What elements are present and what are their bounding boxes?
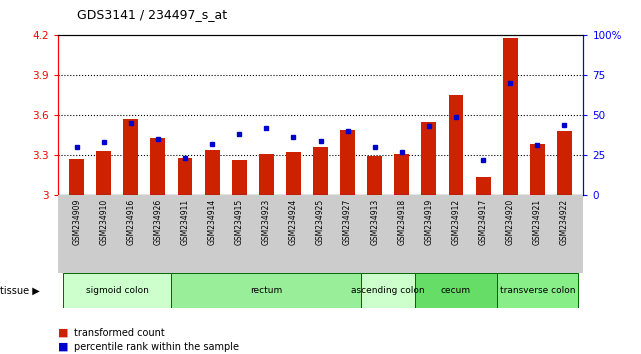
Bar bbox=[204, 149, 220, 195]
Text: GSM234912: GSM234912 bbox=[451, 199, 460, 245]
Bar bbox=[415, 273, 497, 308]
Text: GSM234921: GSM234921 bbox=[533, 199, 542, 245]
Text: GSM234914: GSM234914 bbox=[208, 199, 217, 245]
Bar bbox=[497, 273, 578, 308]
Text: GSM234910: GSM234910 bbox=[99, 199, 108, 245]
Text: GSM234913: GSM234913 bbox=[370, 199, 379, 245]
Text: tissue ▶: tissue ▶ bbox=[0, 285, 40, 295]
Bar bbox=[340, 130, 355, 195]
Text: GSM234925: GSM234925 bbox=[316, 199, 325, 245]
Bar bbox=[172, 273, 361, 308]
Bar bbox=[96, 151, 111, 195]
Text: GSM234923: GSM234923 bbox=[262, 199, 271, 245]
Text: GSM234922: GSM234922 bbox=[560, 199, 569, 245]
Bar bbox=[476, 177, 490, 195]
Text: GSM234916: GSM234916 bbox=[126, 199, 135, 245]
Text: transformed count: transformed count bbox=[74, 328, 165, 338]
Bar bbox=[313, 147, 328, 195]
Bar bbox=[530, 144, 545, 195]
Text: GSM234920: GSM234920 bbox=[506, 199, 515, 245]
Bar bbox=[259, 154, 274, 195]
Bar bbox=[421, 122, 437, 195]
Bar bbox=[232, 160, 247, 195]
Bar bbox=[367, 156, 382, 195]
Text: GSM234926: GSM234926 bbox=[153, 199, 162, 245]
Text: ■: ■ bbox=[58, 328, 68, 338]
Text: GSM234918: GSM234918 bbox=[397, 199, 406, 245]
Text: GSM234927: GSM234927 bbox=[343, 199, 352, 245]
Text: GSM234911: GSM234911 bbox=[181, 199, 190, 245]
Bar bbox=[361, 273, 415, 308]
Bar bbox=[557, 131, 572, 195]
Bar bbox=[178, 158, 192, 195]
Text: cecum: cecum bbox=[441, 286, 471, 295]
Bar bbox=[503, 38, 518, 195]
Bar bbox=[124, 119, 138, 195]
Text: GSM234924: GSM234924 bbox=[289, 199, 298, 245]
Text: percentile rank within the sample: percentile rank within the sample bbox=[74, 342, 238, 352]
Bar bbox=[69, 159, 84, 195]
Text: GSM234919: GSM234919 bbox=[424, 199, 433, 245]
Bar bbox=[286, 152, 301, 195]
Bar bbox=[151, 138, 165, 195]
Text: GDS3141 / 234497_s_at: GDS3141 / 234497_s_at bbox=[77, 8, 227, 21]
Text: GSM234915: GSM234915 bbox=[235, 199, 244, 245]
Text: ■: ■ bbox=[58, 342, 68, 352]
Bar bbox=[394, 154, 409, 195]
Text: transverse colon: transverse colon bbox=[499, 286, 575, 295]
Bar bbox=[63, 273, 172, 308]
Bar bbox=[449, 95, 463, 195]
Text: GSM234909: GSM234909 bbox=[72, 199, 81, 245]
Text: rectum: rectum bbox=[250, 286, 283, 295]
Text: GSM234917: GSM234917 bbox=[479, 199, 488, 245]
Text: ascending colon: ascending colon bbox=[351, 286, 425, 295]
Text: sigmoid colon: sigmoid colon bbox=[86, 286, 149, 295]
